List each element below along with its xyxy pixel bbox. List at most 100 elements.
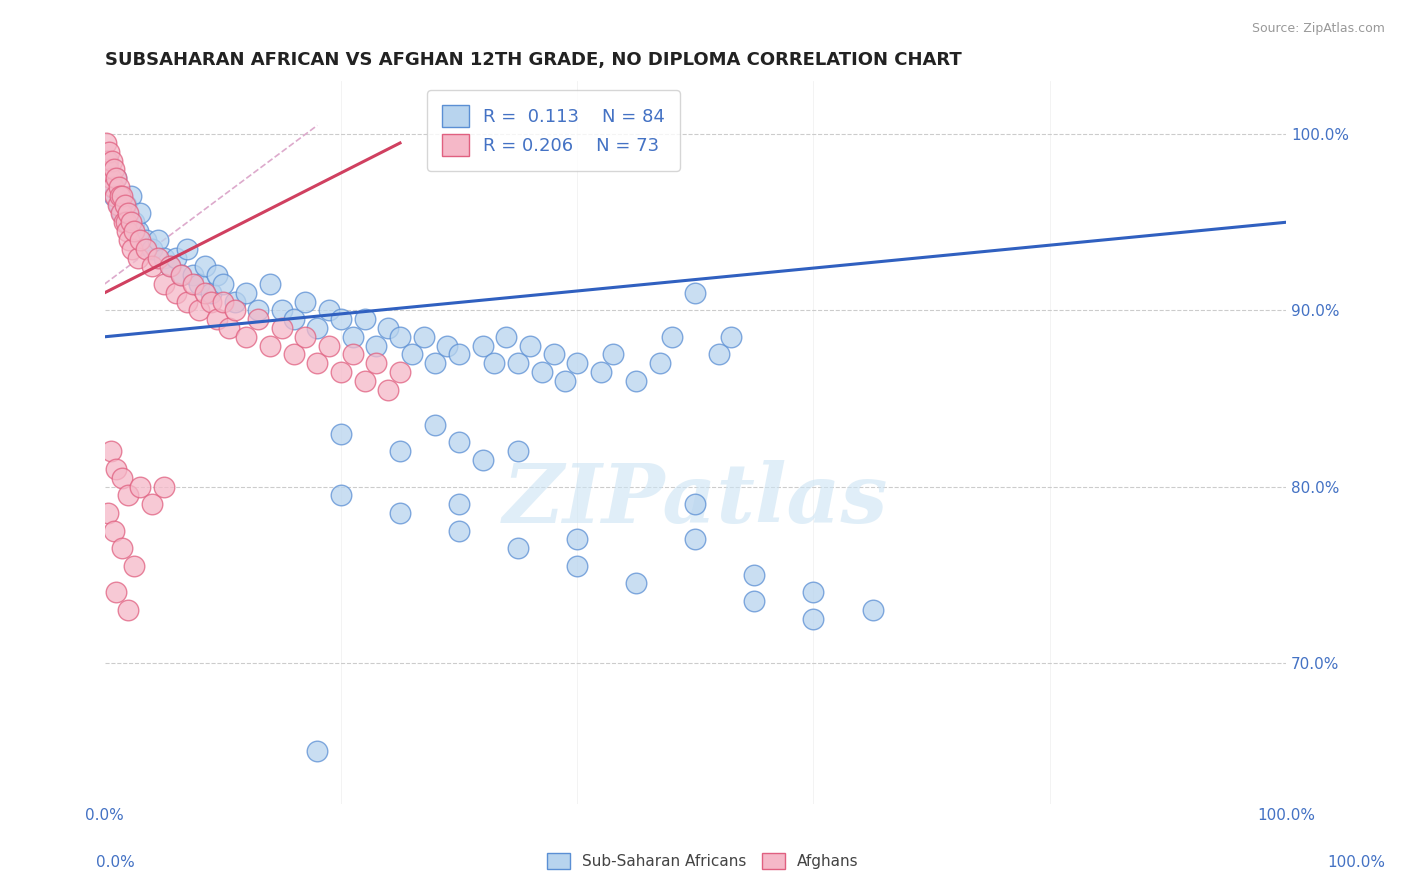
Point <box>803 585 825 599</box>
Point <box>105 171 128 186</box>
Point <box>146 233 169 247</box>
Point <box>318 338 340 352</box>
Point <box>159 260 181 274</box>
Point <box>110 206 132 220</box>
Point <box>118 233 141 247</box>
Point <box>224 303 246 318</box>
Point <box>129 479 152 493</box>
Point <box>283 347 305 361</box>
Point <box>152 479 174 493</box>
Point <box>449 347 471 361</box>
Point <box>589 365 612 379</box>
Point <box>401 347 423 361</box>
Point <box>425 417 447 432</box>
Point <box>97 506 120 520</box>
Point <box>707 347 730 361</box>
Point <box>329 488 352 502</box>
Point <box>94 136 117 150</box>
Point <box>685 285 707 300</box>
Point <box>115 224 138 238</box>
Point <box>366 338 388 352</box>
Point <box>259 338 281 352</box>
Point <box>111 206 134 220</box>
Point <box>112 215 135 229</box>
Point <box>200 294 222 309</box>
Point <box>100 153 122 168</box>
Point <box>122 215 145 229</box>
Point <box>294 294 316 309</box>
Point <box>101 180 124 194</box>
Point <box>211 277 233 291</box>
Point <box>412 330 434 344</box>
Legend: Sub-Saharan Africans, Afghans: Sub-Saharan Africans, Afghans <box>541 847 865 875</box>
Point <box>567 356 589 370</box>
Point <box>388 365 411 379</box>
Point <box>114 197 136 211</box>
Point <box>120 189 142 203</box>
Point <box>121 242 143 256</box>
Point <box>377 321 399 335</box>
Point <box>176 294 198 309</box>
Point <box>152 277 174 291</box>
Point <box>318 303 340 318</box>
Point <box>98 145 121 159</box>
Point <box>122 224 145 238</box>
Point <box>194 285 217 300</box>
Point <box>107 197 129 211</box>
Point <box>111 471 134 485</box>
Point <box>508 356 530 370</box>
Point <box>103 162 125 177</box>
Point <box>97 162 120 177</box>
Point <box>484 356 506 370</box>
Point <box>103 524 125 538</box>
Point <box>508 541 530 556</box>
Point <box>259 277 281 291</box>
Point <box>744 567 766 582</box>
Point <box>329 365 352 379</box>
Point <box>377 383 399 397</box>
Point <box>661 330 683 344</box>
Point <box>117 215 139 229</box>
Point <box>235 330 257 344</box>
Point <box>170 268 193 282</box>
Point <box>103 189 125 203</box>
Point <box>685 533 707 547</box>
Point <box>329 426 352 441</box>
Point <box>129 206 152 220</box>
Point <box>567 558 589 573</box>
Point <box>543 347 565 361</box>
Point <box>141 497 163 511</box>
Point <box>803 612 825 626</box>
Point <box>425 356 447 370</box>
Point <box>270 321 292 335</box>
Point <box>307 744 329 758</box>
Point <box>117 488 139 502</box>
Point <box>111 189 134 203</box>
Point <box>96 153 118 168</box>
Point <box>247 312 270 326</box>
Point <box>159 260 181 274</box>
Point <box>117 603 139 617</box>
Point <box>146 251 169 265</box>
Point <box>135 233 157 247</box>
Legend: R =  0.113    N = 84, R = 0.206    N = 73: R = 0.113 N = 84, R = 0.206 N = 73 <box>427 90 679 170</box>
Point <box>744 594 766 608</box>
Point <box>181 277 204 291</box>
Point <box>104 189 127 203</box>
Point <box>205 268 228 282</box>
Point <box>342 330 364 344</box>
Point <box>188 303 211 318</box>
Point <box>247 303 270 318</box>
Point <box>648 356 671 370</box>
Point <box>188 277 211 291</box>
Point <box>141 260 163 274</box>
Point <box>218 321 240 335</box>
Point <box>283 312 305 326</box>
Point <box>471 338 494 352</box>
Point <box>294 330 316 344</box>
Point <box>141 242 163 256</box>
Point <box>449 435 471 450</box>
Point <box>152 251 174 265</box>
Point <box>120 215 142 229</box>
Point <box>129 233 152 247</box>
